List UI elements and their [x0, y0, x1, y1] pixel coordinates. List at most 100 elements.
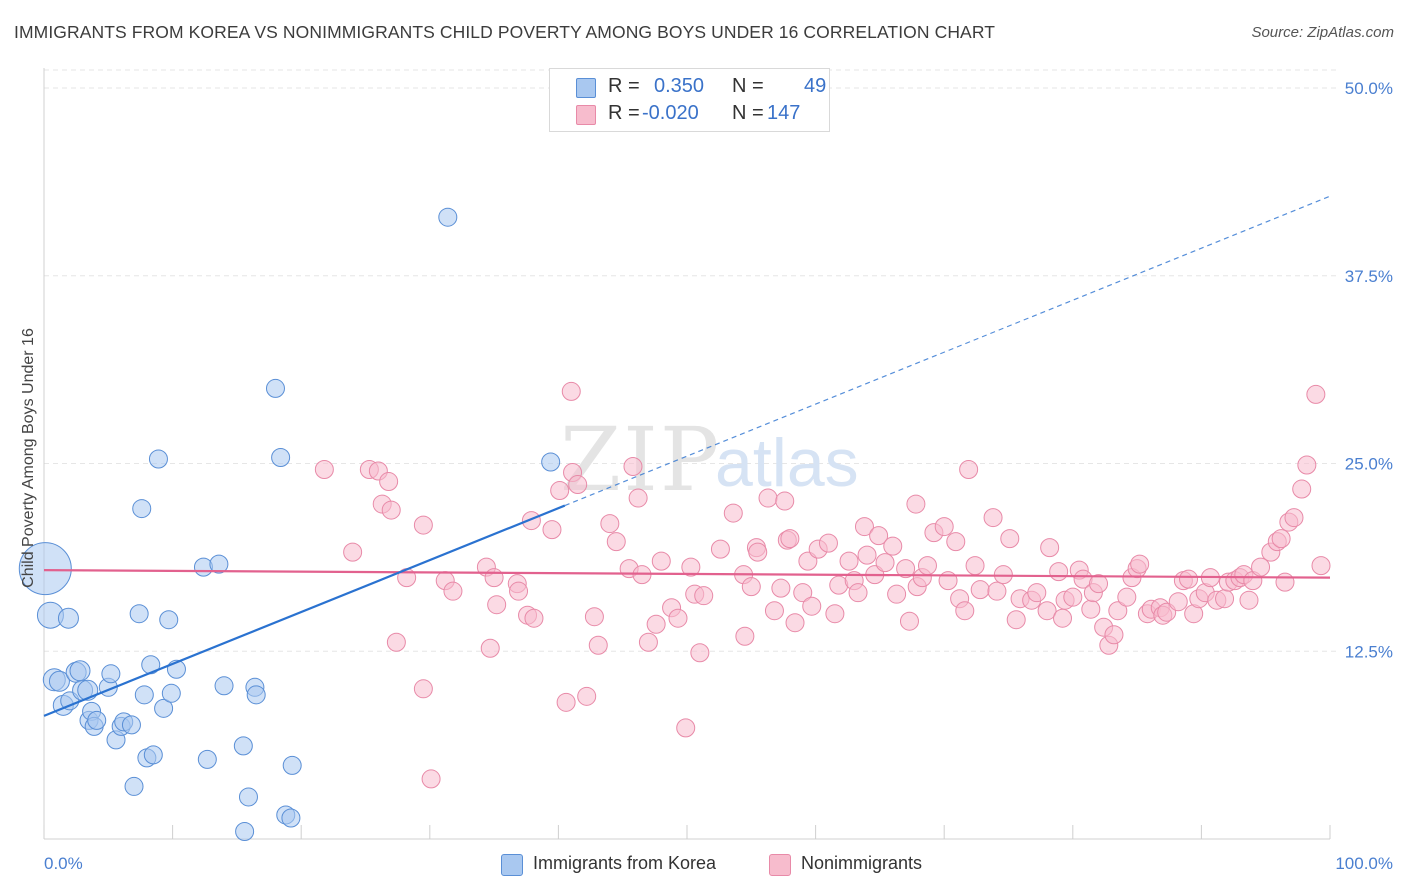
nonimmigrants-point [1104, 625, 1124, 645]
korea-point [124, 776, 144, 796]
nonimmigrants-point [690, 643, 710, 663]
nonimmigrants-point [793, 583, 813, 603]
korea-trend-extension [564, 195, 1331, 507]
nonimmigrants-point [1040, 538, 1060, 558]
nonimmigrants-point [1179, 569, 1199, 589]
nonimmigrants-point [1049, 562, 1069, 582]
nonimmigrants-point [561, 381, 581, 401]
nonimmigrants-point [487, 595, 507, 615]
nonimmigrants-point [681, 557, 701, 577]
nonimmigrants-point [1306, 384, 1326, 404]
korea-point [134, 685, 154, 705]
nonimmigrants-point [1063, 587, 1083, 607]
nonimmigrants-point [1168, 592, 1188, 612]
nonimmigrants-point [965, 556, 985, 576]
korea-point [161, 683, 181, 703]
nonimmigrants-point [1215, 589, 1235, 609]
y-tick-label: 12.5% [1345, 642, 1393, 661]
nonimmigrants-point [764, 601, 784, 621]
nonimmigrants-point [899, 611, 919, 631]
nonimmigrants-point [524, 608, 544, 628]
nonimmigrants-point [1251, 557, 1271, 577]
nonimmigrants-point [934, 517, 954, 537]
nonimmigrants-point [1275, 572, 1295, 592]
nonimmigrants-point [748, 542, 768, 562]
nonimmigrants-point [987, 581, 1007, 601]
nonimmigrants-point [1053, 608, 1073, 628]
nonimmigrants-point [887, 584, 907, 604]
nonimmigrants-point [638, 632, 658, 652]
nonimmigrants-point [848, 583, 868, 603]
nonimmigrants-point [694, 586, 714, 606]
korea-point [281, 808, 301, 828]
nonimmigrants-points [314, 381, 1331, 789]
nonimmigrants-point [651, 551, 671, 571]
legend-swatch-nonimmigrants [769, 854, 791, 876]
nonimmigrants-point [381, 500, 401, 520]
nonimmigrants-point [550, 481, 570, 501]
nonimmigrants-point [386, 632, 406, 652]
nonimmigrants-point [568, 475, 588, 495]
nonimmigrants-point [955, 601, 975, 621]
nonimmigrants-point [1108, 601, 1128, 621]
nonimmigrants-point [413, 515, 433, 535]
korea-point [246, 685, 266, 705]
nonimmigrants-point [839, 551, 859, 571]
nonimmigrants-point [802, 596, 822, 616]
korea-point [209, 554, 229, 574]
nonimmigrants-point [509, 581, 529, 601]
y-tick-label: 25.0% [1345, 455, 1393, 474]
korea-point [132, 499, 152, 519]
nonimmigrants-point [484, 568, 504, 588]
legend-n-label: N = [732, 102, 764, 124]
nonimmigrants-point [869, 526, 889, 546]
tick-labels: 12.5% 25.0% 37.5% 50.0% 0.0% 100.0% [44, 79, 1393, 873]
nonimmigrants-point [825, 604, 845, 624]
korea-points [18, 207, 561, 841]
nonimmigrants-point [413, 679, 433, 699]
korea-point [159, 610, 179, 630]
nonimmigrants-point [1037, 601, 1057, 621]
nonimmigrants-point [723, 503, 743, 523]
korea-point [69, 660, 91, 682]
nonimmigrants-point [646, 614, 666, 634]
axes [43, 68, 1331, 840]
legend-r-value: -0.020 [642, 102, 699, 124]
nonimmigrants-point [1081, 599, 1101, 619]
nonimmigrants-point [1027, 583, 1047, 603]
korea-point [148, 449, 168, 469]
nonimmigrants-point [1239, 590, 1259, 610]
nonimmigrants-point [343, 542, 363, 562]
nonimmigrants-point [896, 559, 916, 579]
nonimmigrants-point [917, 556, 937, 576]
nonimmigrants-point [606, 532, 626, 552]
nonimmigrants-point [959, 460, 979, 480]
nonimmigrants-point [1130, 554, 1150, 574]
legend-swatch-korea [501, 854, 523, 876]
nonimmigrants-point [710, 539, 730, 559]
korea-point [129, 604, 149, 624]
x-tick-label: 0.0% [44, 854, 83, 873]
nonimmigrants-point [857, 545, 877, 565]
nonimmigrants-point [818, 533, 838, 553]
legend-swatch-korea [576, 78, 596, 98]
korea-point [121, 715, 141, 735]
nonimmigrants-point [480, 638, 500, 658]
korea-point [154, 698, 174, 718]
source-label: Source: ZipAtlas.com [1251, 24, 1394, 41]
korea-point [235, 821, 255, 841]
legend-n-value: 147 [767, 102, 801, 124]
x-tick-label: 100.0% [1335, 854, 1393, 873]
nonimmigrants-point [623, 457, 643, 477]
nonimmigrants-point [771, 578, 791, 598]
nonimmigrants-point [983, 508, 1003, 528]
legend-swatch-nonimmigrants [576, 105, 596, 125]
nonimmigrants-point [577, 686, 597, 706]
nonimmigrants-point [1311, 556, 1331, 576]
nonimmigrants-point [946, 532, 966, 552]
nonimmigrants-point [780, 529, 800, 549]
legend-n-label: N = [732, 75, 764, 97]
nonimmigrants-point [542, 520, 562, 540]
nonimmigrants-point [970, 580, 990, 600]
